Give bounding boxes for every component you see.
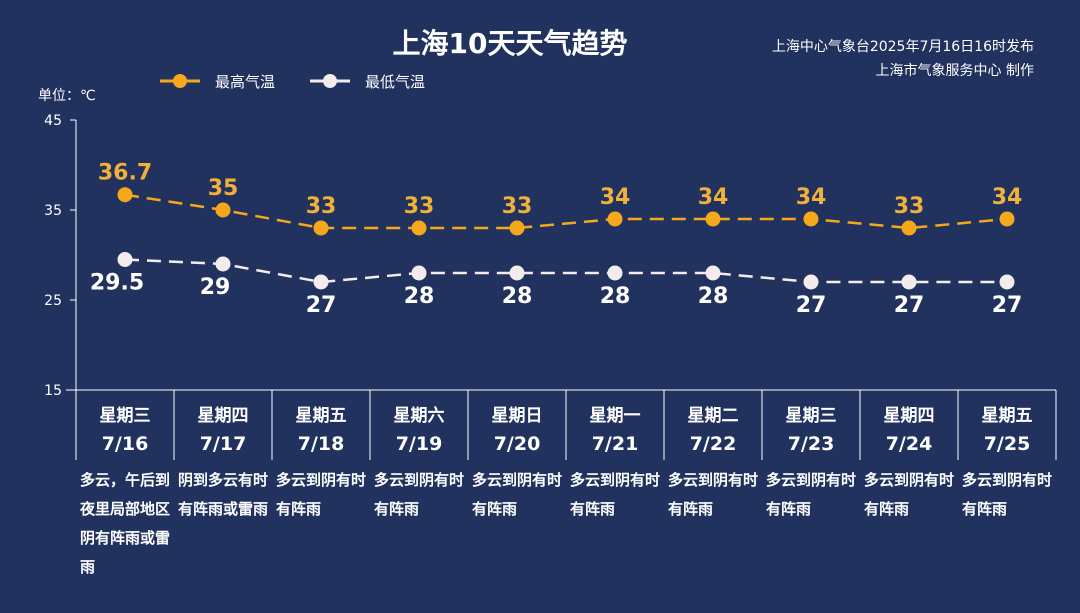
y-tick-label: 35 bbox=[44, 203, 62, 219]
series-line-1 bbox=[124, 258, 1007, 284]
y-tick-label: 15 bbox=[44, 383, 62, 399]
date-label: 7/24 bbox=[886, 433, 933, 455]
weekday-label: 星期一 bbox=[590, 406, 641, 426]
weather-description: 多云到阴有时有阵雨 bbox=[276, 471, 367, 518]
data-point bbox=[607, 211, 623, 227]
data-label: 28 bbox=[502, 284, 533, 309]
date-label: 7/16 bbox=[102, 433, 149, 455]
legend-marker bbox=[323, 74, 337, 88]
weather-description: 多云到阴有时有阵雨 bbox=[962, 471, 1053, 518]
data-label: 27 bbox=[796, 293, 827, 318]
y-tick-label: 25 bbox=[44, 293, 62, 309]
date-label: 7/19 bbox=[396, 433, 443, 455]
weekday-label: 星期三 bbox=[786, 406, 837, 426]
data-point bbox=[313, 274, 329, 290]
series-line-0 bbox=[124, 193, 1008, 230]
data-label: 27 bbox=[992, 293, 1023, 318]
weather-description: 多云到阴有时有阵雨 bbox=[374, 471, 465, 518]
weather-description: 阴到多云有时有阵雨或雷雨 bbox=[178, 471, 269, 518]
data-label: 34 bbox=[698, 185, 729, 210]
date-label: 7/21 bbox=[592, 433, 639, 455]
date-label: 7/17 bbox=[200, 433, 247, 455]
weekday-label: 星期四 bbox=[884, 406, 935, 426]
weather-description: 多云到阴有时有阵雨 bbox=[668, 471, 759, 518]
data-label: 34 bbox=[600, 185, 631, 210]
weather-description: 多云，午后到夜里局部地区阴有阵雨或雷雨 bbox=[80, 471, 171, 576]
data-label: 36.7 bbox=[98, 161, 152, 186]
data-point bbox=[117, 187, 133, 203]
data-point bbox=[411, 265, 427, 281]
source-line-2: 上海市气象服务中心 制作 bbox=[875, 63, 1034, 79]
weekday-label: 星期五 bbox=[982, 406, 1033, 426]
data-label: 33 bbox=[306, 194, 337, 219]
weekday-label: 星期四 bbox=[198, 406, 249, 426]
data-point bbox=[509, 220, 525, 236]
weekday-label: 星期五 bbox=[296, 406, 347, 426]
data-label: 33 bbox=[502, 194, 533, 219]
data-label: 28 bbox=[698, 284, 729, 309]
date-label: 7/20 bbox=[494, 433, 541, 455]
source-line-1: 上海中心气象台2025年7月16日16时发布 bbox=[771, 39, 1034, 55]
date-label: 7/22 bbox=[690, 433, 737, 455]
chart-title: 上海10天天气趋势 bbox=[392, 27, 628, 60]
weather-description: 多云到阴有时有阵雨 bbox=[766, 471, 857, 518]
data-point bbox=[803, 211, 819, 227]
data-point bbox=[509, 265, 525, 281]
data-point bbox=[215, 256, 231, 272]
weekday-label: 星期二 bbox=[688, 406, 739, 426]
data-label: 33 bbox=[894, 194, 925, 219]
data-label: 27 bbox=[894, 293, 925, 318]
weekday-label: 星期三 bbox=[100, 406, 151, 426]
legend-marker bbox=[173, 74, 187, 88]
data-label: 34 bbox=[992, 185, 1023, 210]
data-label: 29 bbox=[200, 275, 231, 300]
data-point bbox=[411, 220, 427, 236]
data-label: 34 bbox=[796, 185, 827, 210]
data-point bbox=[705, 265, 721, 281]
legend-label: 最低气温 bbox=[365, 73, 425, 91]
data-label: 27 bbox=[306, 293, 337, 318]
data-point bbox=[705, 211, 721, 227]
data-label: 35 bbox=[208, 176, 239, 201]
data-point bbox=[313, 220, 329, 236]
date-label: 7/25 bbox=[984, 433, 1031, 455]
y-tick-label: 45 bbox=[44, 113, 62, 129]
data-point bbox=[607, 265, 623, 281]
weather-description: 多云到阴有时有阵雨 bbox=[570, 471, 661, 518]
data-label: 28 bbox=[600, 284, 631, 309]
data-point bbox=[803, 274, 819, 290]
data-point bbox=[901, 220, 917, 236]
data-point bbox=[901, 274, 917, 290]
date-label: 7/18 bbox=[298, 433, 345, 455]
weekday-label: 星期日 bbox=[492, 406, 543, 426]
weekday-label: 星期六 bbox=[394, 405, 445, 426]
y-axis-label: 单位：℃ bbox=[38, 88, 96, 104]
data-point bbox=[999, 211, 1015, 227]
data-label: 33 bbox=[404, 194, 435, 219]
legend-label: 最高气温 bbox=[215, 73, 275, 91]
weather-description: 多云到阴有时有阵雨 bbox=[472, 471, 563, 518]
data-point bbox=[999, 274, 1015, 290]
data-label: 29.5 bbox=[90, 271, 144, 296]
date-label: 7/23 bbox=[788, 433, 835, 455]
data-point bbox=[215, 202, 231, 218]
data-point bbox=[117, 252, 133, 267]
data-label: 28 bbox=[404, 284, 435, 309]
weather-description: 多云到阴有时有阵雨 bbox=[864, 471, 955, 518]
